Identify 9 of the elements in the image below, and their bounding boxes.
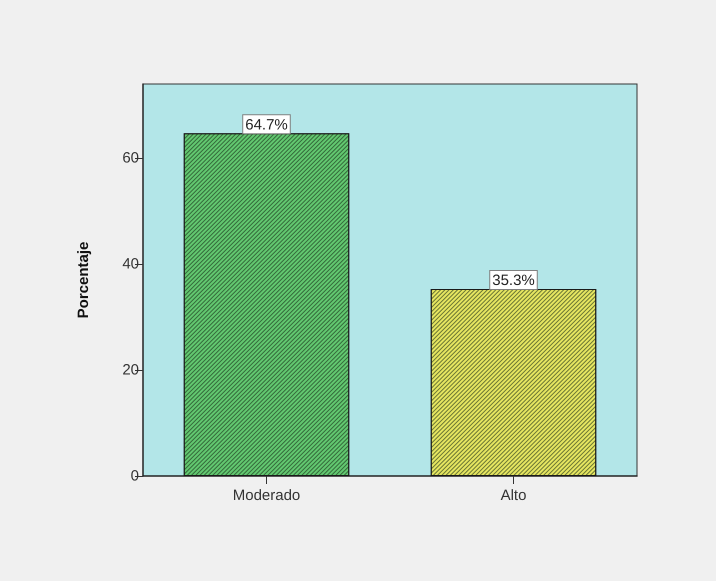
y-tick-label: 40 (122, 256, 139, 273)
x-tick-label: Alto (500, 487, 526, 504)
y-tick-label: 20 (122, 362, 139, 379)
data-label: 64.7% (245, 116, 288, 134)
y-tick-label: 60 (122, 150, 139, 167)
data-label: 35.3% (492, 272, 535, 290)
y-axis-title: Porcentaje (75, 242, 92, 318)
y-tick-label: 0 (130, 468, 139, 484)
x-tick-label: Moderado (232, 487, 300, 504)
